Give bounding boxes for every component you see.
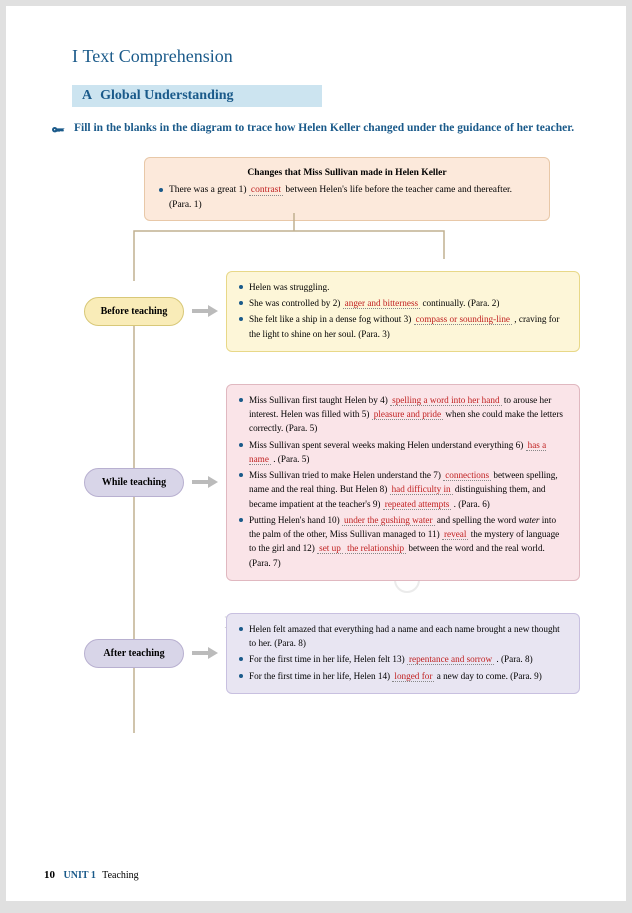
page-footer: 10 UNIT 1 Teaching	[44, 869, 139, 881]
answer-12b: the relationship	[345, 543, 406, 554]
arrow-icon	[192, 646, 218, 660]
unit-label: UNIT 1	[64, 870, 96, 881]
page-number: 10	[44, 869, 55, 881]
section-title: I Text Comprehension	[72, 46, 588, 67]
top-text: There was a great 1) contrast between He…	[169, 183, 535, 212]
answer-10: under the gushing water	[342, 515, 435, 526]
answer-11: reveal	[442, 529, 468, 540]
answer-4: spelling a word into her hand	[390, 395, 501, 406]
label-after: After teaching	[84, 639, 184, 668]
answer-7: connections	[443, 470, 491, 481]
answer-1: contrast	[249, 185, 283, 196]
before-box: Helen was struggling. She was controlled…	[226, 271, 580, 352]
answer-13: repentance and sorrow	[407, 654, 494, 665]
key-icon	[50, 123, 66, 139]
instruction-text: Fill in the blanks in the diagram to tra…	[74, 121, 574, 137]
answer-9: repeated attempts	[383, 499, 452, 510]
answer-3: compass or sounding-line	[414, 314, 512, 325]
subsection-banner: AGlobal Understanding	[72, 85, 322, 107]
page: I Text Comprehension AGlobal Understandi…	[6, 6, 626, 901]
answer-14: longed for	[392, 671, 434, 682]
answer-5: pleasure and pride	[372, 409, 443, 420]
answer-12: set up	[317, 543, 343, 554]
instruction-row: Fill in the blanks in the diagram to tra…	[44, 121, 588, 139]
label-before: Before teaching	[84, 297, 184, 326]
top-box-title: Changes that Miss Sullivan made in Helen…	[159, 166, 535, 180]
label-while: While teaching	[84, 468, 184, 497]
while-box: Miss Sullivan first taught Helen by 4) s…	[226, 384, 580, 581]
diagram: Changes that Miss Sullivan made in Helen…	[84, 157, 580, 694]
topic-label: Teaching	[102, 870, 139, 881]
arrow-icon	[192, 475, 218, 489]
after-box: Helen felt amazed that everything had a …	[226, 613, 580, 694]
top-box: Changes that Miss Sullivan made in Helen…	[144, 157, 550, 221]
answer-6: has a name	[249, 440, 546, 465]
answer-8: had difficulty in	[390, 484, 453, 495]
arrow-icon	[192, 304, 218, 318]
answer-2: anger and bitterness	[343, 298, 420, 309]
